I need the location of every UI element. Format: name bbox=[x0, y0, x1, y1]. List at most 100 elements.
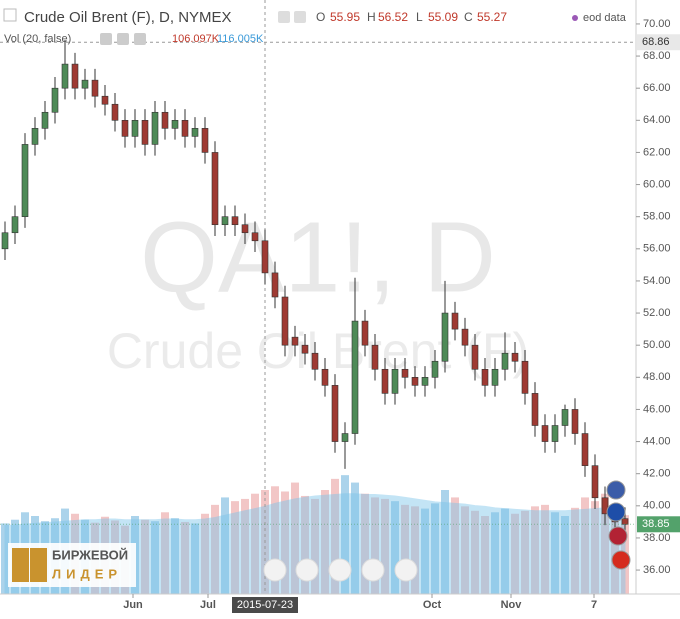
reset[interactable] bbox=[328, 558, 352, 582]
candle-body bbox=[531, 393, 539, 426]
volume-bar bbox=[571, 507, 579, 594]
logo-mark bbox=[12, 548, 29, 582]
volume-bar bbox=[241, 498, 249, 594]
zoom-in[interactable] bbox=[361, 558, 385, 582]
volume-bar bbox=[581, 497, 589, 594]
volume-bar bbox=[211, 504, 219, 594]
volume-bar bbox=[381, 498, 389, 594]
ohlc-label: C bbox=[464, 10, 473, 24]
candle-body bbox=[11, 216, 19, 234]
volume-bar bbox=[411, 506, 419, 594]
volume-pane bbox=[1, 475, 629, 595]
y-tick-label: 36.00 bbox=[643, 564, 671, 576]
icon-button[interactable] bbox=[134, 33, 146, 45]
candle-body bbox=[221, 216, 229, 226]
volume-bar bbox=[191, 523, 199, 594]
flag[interactable] bbox=[611, 550, 631, 570]
zoom-out[interactable] bbox=[295, 558, 319, 582]
header: Crude Oil Brent (F), D, NYMEX O 55.95 H … bbox=[3, 8, 627, 45]
flag[interactable] bbox=[606, 480, 626, 500]
volume-bar bbox=[391, 501, 399, 594]
volume-bar bbox=[311, 498, 319, 594]
y-tick-label: 62.00 bbox=[643, 146, 671, 158]
y-tick-label: 56.00 bbox=[643, 243, 671, 255]
candle-body bbox=[181, 120, 189, 137]
flag[interactable] bbox=[606, 502, 626, 522]
candle-body bbox=[311, 352, 319, 370]
candle-body bbox=[231, 216, 239, 226]
candle-body bbox=[581, 433, 589, 466]
ohlc-value: 55.27 bbox=[477, 10, 507, 24]
y-tick-label: 48.00 bbox=[643, 371, 671, 383]
watermark: QA1!, D Crude Oil Brent (F) bbox=[107, 201, 529, 379]
icon-button[interactable] bbox=[100, 33, 112, 45]
icon-button[interactable] bbox=[117, 33, 129, 45]
crosshair-x-box bbox=[232, 597, 298, 613]
y-tick-label: 38.00 bbox=[643, 532, 671, 544]
volume-bar bbox=[591, 501, 599, 594]
y-tick-label: 64.00 bbox=[643, 114, 671, 126]
last-price-label: 38.85 bbox=[642, 518, 670, 530]
candle-body bbox=[341, 433, 349, 442]
ohlc-value: 55.09 bbox=[428, 10, 458, 24]
icon bbox=[3, 8, 17, 22]
candle-body bbox=[301, 344, 309, 354]
candle-body bbox=[451, 312, 459, 330]
icon-button[interactable] bbox=[294, 11, 306, 23]
candle-body bbox=[371, 344, 379, 370]
icon-button[interactable] bbox=[278, 11, 290, 23]
candle-body bbox=[551, 425, 559, 442]
candle-body bbox=[141, 120, 149, 145]
logo-text: ЛИДЕР bbox=[52, 566, 122, 581]
volume-bar bbox=[431, 503, 439, 594]
volume-bar bbox=[171, 518, 179, 594]
volume-bar bbox=[421, 508, 429, 594]
ohlc-value: 56.52 bbox=[378, 10, 408, 24]
volume-bar bbox=[601, 493, 609, 594]
source: eod data bbox=[583, 12, 627, 24]
volume-bar bbox=[551, 512, 559, 594]
y-tick-label: 44.00 bbox=[643, 435, 671, 447]
volume-bar bbox=[301, 495, 309, 594]
y-tick-label: 40.00 bbox=[643, 500, 671, 512]
volume-bar bbox=[481, 516, 489, 594]
volume-bar bbox=[141, 519, 149, 594]
candle-body bbox=[251, 232, 259, 242]
candle-body bbox=[91, 79, 99, 97]
candle-body bbox=[21, 144, 29, 217]
volume-bar bbox=[221, 497, 229, 594]
candle-body bbox=[1, 232, 9, 250]
watermark-symbol: QA1!, D bbox=[140, 201, 496, 313]
candle-body bbox=[131, 120, 139, 137]
source-dot bbox=[572, 15, 578, 21]
volume-bar bbox=[441, 490, 449, 594]
candle-body bbox=[441, 312, 449, 362]
x-tick-label: Jul bbox=[200, 599, 216, 611]
volume-bar bbox=[181, 521, 189, 594]
candle-body bbox=[111, 103, 119, 121]
candle-body bbox=[201, 128, 209, 153]
volume-bar bbox=[361, 493, 369, 594]
candle-body bbox=[361, 320, 369, 346]
candle-body bbox=[391, 368, 399, 394]
scroll-right[interactable] bbox=[394, 558, 418, 582]
candle-body bbox=[601, 497, 609, 515]
y-tick-label: 58.00 bbox=[643, 211, 671, 223]
x-tick-label: Nov bbox=[501, 599, 523, 611]
logo-mark bbox=[30, 548, 47, 582]
y-tick-label: 54.00 bbox=[643, 275, 671, 287]
candle-body bbox=[421, 377, 429, 386]
scroll-left[interactable] bbox=[263, 558, 287, 582]
candle-body bbox=[501, 352, 509, 370]
candle-body bbox=[521, 360, 529, 394]
volume-bar bbox=[321, 490, 329, 594]
ohlc-label: H bbox=[367, 10, 376, 24]
candle-body bbox=[461, 328, 469, 346]
candle-body bbox=[561, 409, 569, 426]
volume-bar bbox=[541, 504, 549, 594]
ohlc-label: L bbox=[416, 10, 423, 24]
flag[interactable] bbox=[608, 526, 628, 546]
y-tick-label: 66.00 bbox=[643, 82, 671, 94]
